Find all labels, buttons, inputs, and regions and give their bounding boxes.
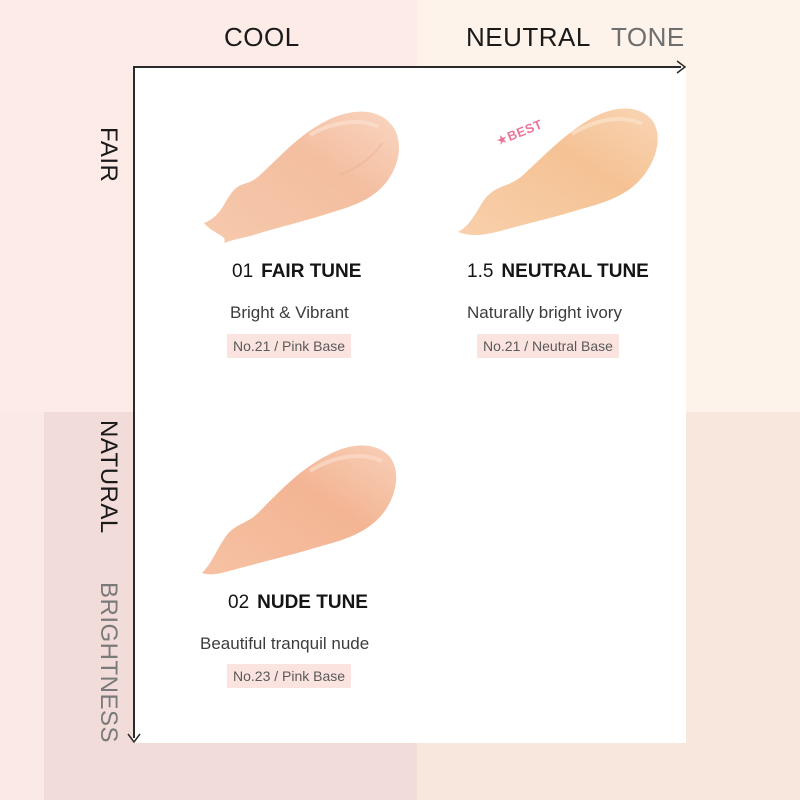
cool-natural-edge	[0, 412, 44, 800]
shade-description-nude-tune: Beautiful tranquil nude	[200, 634, 370, 653]
tone-axis-label: TONE	[611, 22, 685, 52]
shade-description-fair-tune: Bright & Vibrant	[230, 303, 349, 322]
shade-title: NUDE TUNE	[257, 592, 368, 613]
tone-axis-arrow-icon	[676, 60, 687, 74]
shade-name-neutral-tune: 1.5 NEUTRAL TUNE	[467, 261, 649, 283]
column-label-cool: COOL	[224, 22, 300, 52]
shade-description-neutral-tune: Naturally bright ivory	[467, 303, 622, 322]
nude-tune-swatch	[202, 445, 397, 575]
tone-axis-line	[133, 66, 681, 68]
shade-tag-fair-tune: No.21 / Pink Base	[227, 334, 352, 358]
fair-tune-swatch	[204, 111, 399, 243]
brightness-axis-label: BRIGHTNESS	[95, 582, 122, 744]
brightness-axis-arrow-icon	[127, 733, 141, 744]
brightness-axis-line	[133, 66, 135, 738]
row-label-fair: FAIR	[95, 127, 122, 183]
shade-tag-neutral-tune: No.21 / Neutral Base	[477, 334, 619, 358]
column-label-neutral: NEUTRAL	[466, 22, 591, 52]
row-label-natural: NATURAL	[95, 420, 122, 534]
neutral-tune-swatch	[458, 108, 658, 236]
shade-name-fair-tune: 01 FAIR TUNE	[232, 261, 361, 283]
shade-number: 02	[228, 592, 250, 613]
shade-number: 1.5	[467, 261, 494, 282]
shade-title: NEUTRAL TUNE	[501, 261, 649, 282]
shade-number: 01	[232, 261, 254, 282]
shade-title: FAIR TUNE	[261, 261, 362, 282]
shade-name-nude-tune: 02 NUDE TUNE	[228, 592, 368, 614]
shade-tag-nude-tune: No.23 / Pink Base	[227, 664, 352, 688]
